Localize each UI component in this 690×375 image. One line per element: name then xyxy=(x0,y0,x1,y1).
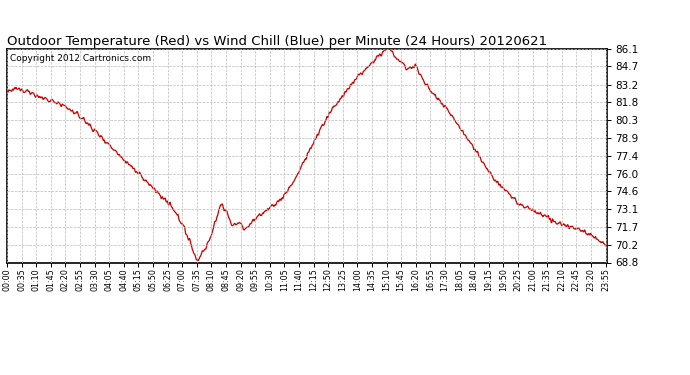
Text: Copyright 2012 Cartronics.com: Copyright 2012 Cartronics.com xyxy=(10,54,151,63)
Text: Outdoor Temperature (Red) vs Wind Chill (Blue) per Minute (24 Hours) 20120621: Outdoor Temperature (Red) vs Wind Chill … xyxy=(7,34,547,48)
